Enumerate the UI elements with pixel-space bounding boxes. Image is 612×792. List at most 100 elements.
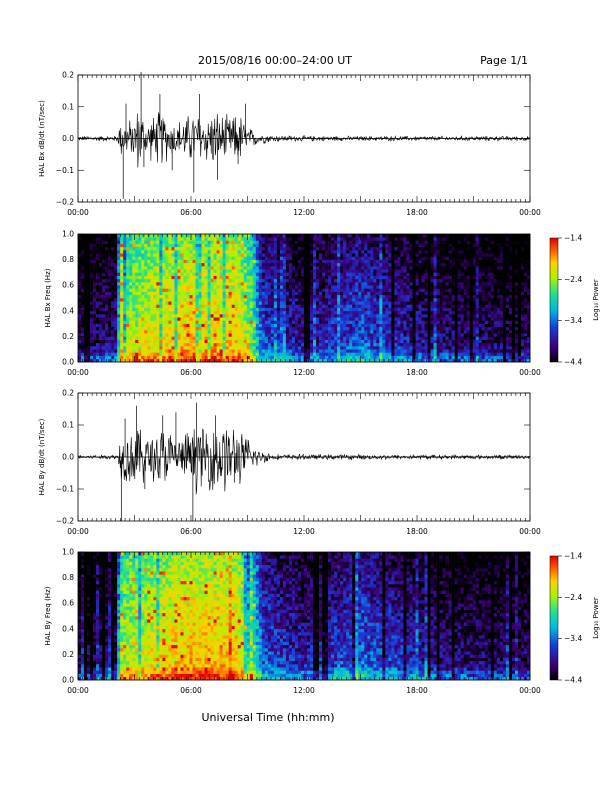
heatmap-cell: [258, 288, 263, 292]
heatmap-cell: [252, 266, 257, 270]
heatmap-cell: [325, 339, 329, 344]
heatmap-cell: [421, 358, 425, 363]
heatmap-cell: [102, 259, 106, 264]
heatmap-cell: [385, 294, 389, 299]
heatmap-cell: [270, 246, 275, 251]
heatmap-cell: [246, 275, 251, 280]
heatmap-cell: [307, 339, 311, 344]
heatmap-cell: [198, 272, 202, 276]
heatmap-cell: [150, 250, 154, 254]
heatmap-cell: [331, 352, 335, 356]
heatmap-cell: [132, 352, 136, 356]
heatmap-cell: [228, 307, 232, 312]
heatmap-cell: [373, 285, 377, 289]
heatmap-cell: [243, 307, 248, 312]
heatmap-cell: [99, 339, 103, 344]
heatmap-cell: [204, 323, 208, 328]
heatmap-cell: [114, 301, 118, 305]
heatmap-cell: [358, 317, 362, 321]
heatmap-cell: [310, 259, 314, 264]
heatmap-cell: [201, 298, 205, 302]
heatmap-cell: [240, 307, 245, 312]
heatmap-cell: [358, 250, 362, 254]
heatmap-cell: [159, 304, 163, 308]
heatmap-cell: [279, 278, 284, 283]
heatmap-cell: [219, 333, 223, 337]
heatmap-cell: [367, 323, 371, 328]
heatmap-cell: [87, 291, 91, 296]
heatmap-cell: [183, 240, 187, 244]
heatmap-cell: [174, 291, 178, 296]
heatmap-cell: [156, 346, 160, 350]
heatmap-cell: [195, 246, 199, 251]
heatmap-cell: [204, 234, 208, 238]
heatmap-cell: [364, 272, 368, 276]
heatmap-cell: [231, 285, 235, 289]
heatmap-cell: [84, 243, 88, 248]
heatmap-cell: [153, 259, 157, 264]
heatmap-cell: [255, 314, 260, 318]
heatmap-cell: [231, 298, 235, 302]
heatmap-cell: [358, 301, 362, 305]
heatmap-cell: [237, 237, 242, 241]
heatmap-cell: [276, 358, 281, 363]
heatmap-cell: [243, 246, 248, 251]
heatmap-cell: [171, 250, 175, 254]
heatmap-cell: [307, 317, 311, 321]
heatmap-cell: [300, 234, 305, 238]
heatmap-cell: [370, 278, 374, 283]
heatmap-cell: [313, 336, 317, 340]
heatmap-cell: [255, 320, 260, 324]
heatmap-cell: [231, 307, 235, 312]
heatmap-cell: [228, 330, 232, 334]
heatmap-cell: [189, 253, 193, 257]
heatmap-cell: [316, 323, 320, 328]
heatmap-cell: [78, 339, 82, 344]
heatmap-cell: [225, 243, 229, 248]
heatmap-cell: [373, 320, 377, 324]
heatmap-cell: [246, 310, 251, 315]
heatmap-cell: [421, 234, 425, 238]
heatmap-cell: [216, 326, 220, 331]
heatmap-cell: [99, 355, 103, 360]
heatmap-cell: [162, 317, 166, 321]
heatmap-cell: [358, 275, 362, 280]
heatmap-cell: [385, 349, 389, 353]
heatmap-cell: [111, 352, 115, 356]
heatmap-cell: [258, 262, 263, 267]
heatmap-cell: [394, 282, 398, 286]
heatmap-cell: [87, 275, 91, 280]
heatmap-cell: [165, 310, 169, 315]
heatmap-cell: [313, 317, 317, 321]
heatmap-cell: [78, 234, 82, 238]
heatmap-cell: [376, 323, 380, 328]
heatmap-cell: [132, 323, 136, 328]
heatmap-cell: [192, 272, 196, 276]
heatmap-cell: [397, 246, 401, 251]
heatmap-cell: [237, 288, 242, 292]
heatmap-cell: [138, 304, 142, 308]
heatmap-cell: [325, 285, 329, 289]
heatmap-cell: [84, 250, 88, 254]
heatmap-cell: [361, 253, 365, 257]
heatmap-cell: [108, 250, 112, 254]
heatmap-cell: [147, 298, 151, 302]
heatmap-cell: [216, 269, 220, 273]
heatmap-cell: [126, 326, 130, 331]
heatmap-cell: [162, 339, 166, 344]
heatmap-cell: [376, 253, 380, 257]
heatmap-cell: [159, 342, 163, 347]
heatmap-cell: [427, 358, 431, 363]
heatmap-cell: [231, 355, 235, 360]
heatmap-cell: [355, 317, 359, 321]
heatmap-cell: [430, 320, 434, 324]
heatmap-cell: [433, 272, 437, 276]
heatmap-cell: [183, 285, 187, 289]
heatmap-cell: [246, 307, 251, 312]
heatmap-cell: [153, 291, 157, 296]
heatmap-cell: [177, 307, 181, 312]
heatmap-cell: [337, 355, 341, 360]
heatmap-cell: [316, 307, 320, 312]
heatmap-cell: [231, 352, 235, 356]
heatmap-cell: [352, 282, 356, 286]
